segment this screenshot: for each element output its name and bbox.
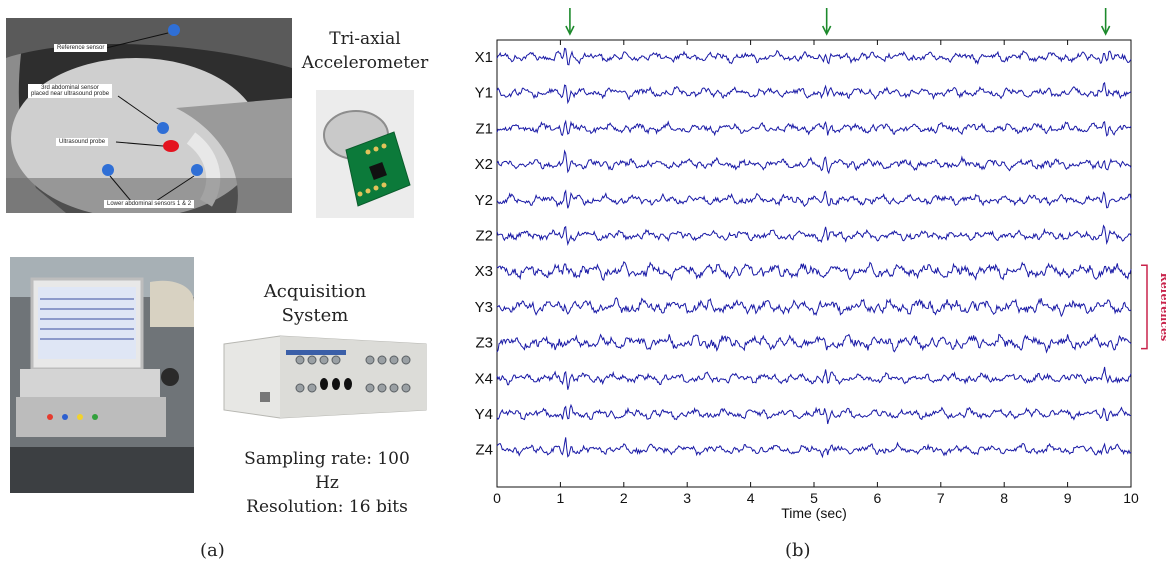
acquisition-device-photo: [220, 334, 430, 420]
series-label-x4: X4: [475, 370, 493, 387]
references-label: References: [1158, 273, 1166, 342]
x-tick-label: 5: [810, 490, 818, 506]
third-sensor-callout-line2: placed near ultrasound probe: [31, 91, 110, 97]
ultrasound-probe-callout: Ultrasound probe: [56, 138, 109, 146]
series-label-x3: X3: [475, 263, 493, 280]
acquisition-heading-line1: Acquisition: [263, 281, 367, 302]
x-tick-label: 3: [683, 490, 691, 506]
x-tick-label: 7: [937, 490, 945, 506]
trace-y4: [496, 403, 1132, 425]
accelerometer-board-illustration: [316, 90, 414, 218]
accelerometer-traces-chart: X1 Y1 Z1 X2 Y2 Z2 X3 Y3 Z3 X4 Y4 Z4 0 1 2 3 4 5 6 7 8 9 10 Ti…: [475, 8, 1166, 521]
series-label-z1: Z1: [475, 120, 493, 137]
trace-z1: [496, 119, 1132, 137]
lower-sensor-1-dot: [102, 164, 114, 176]
accelerometer-heading: Tri-axial Accelerometer: [300, 27, 430, 75]
third-sensor-callout-line1: 3rd abdominal sensor: [41, 85, 99, 91]
trace-z2: [496, 224, 1132, 246]
event-arrow-head: [821, 25, 832, 36]
acquisition-heading: Acquisition System: [245, 280, 385, 328]
series-label-y1: Y1: [475, 85, 493, 102]
trace-z4: [496, 437, 1132, 459]
series-label-y4: Y4: [475, 406, 493, 423]
trace-group: [496, 47, 1132, 459]
trace-x4: [496, 366, 1132, 390]
third-sensor-dot: [157, 122, 169, 134]
panel-a-caption: (a): [200, 540, 225, 561]
panel-b-caption: (b): [785, 540, 811, 561]
laptop-setup-illustration: [10, 257, 194, 493]
trace-x2: [496, 149, 1132, 175]
third-sensor-callout: 3rd abdominal sensor placed near ultraso…: [28, 84, 113, 98]
trace-y2: [496, 189, 1132, 209]
series-label-x2: X2: [475, 156, 493, 173]
x-tick-label: 2: [620, 490, 628, 506]
accelerometer-heading-line2: Accelerometer: [301, 53, 429, 73]
series-label-z2: Z2: [475, 228, 493, 245]
plot-frame: [496, 39, 1132, 488]
trace-z3: [496, 333, 1132, 354]
accelerometer-heading-line1: Tri-axial: [329, 29, 401, 49]
series-label-x1: X1: [475, 49, 493, 66]
series-label-y3: Y3: [475, 299, 493, 316]
pregnant-woman-illustration: [6, 18, 292, 213]
x-tick-label: 9: [1064, 490, 1072, 506]
acquisition-device-illustration: [223, 335, 427, 419]
x-axis-label: Time (sec): [781, 505, 847, 521]
x-tick-label: 0: [493, 490, 501, 506]
x-tick-label: 4: [747, 490, 755, 506]
trace-y3: [496, 297, 1132, 318]
bracket-line: [1141, 264, 1148, 350]
trace-x1: [496, 47, 1132, 66]
pregnant-woman-sensor-photo: Reference sensor 3rd abdominal sensor pl…: [6, 18, 292, 213]
acquisition-heading-line2: System: [281, 305, 349, 326]
ultrasound-probe-dot: [163, 140, 179, 152]
sampling-rate-text: Sampling rate: 100 Hz: [244, 449, 410, 493]
reference-sensor-dot: [168, 24, 180, 36]
series-label-z4: Z4: [475, 442, 493, 459]
event-arrow-head: [1100, 25, 1111, 36]
x-tick-label: 6: [874, 490, 882, 506]
lower-sensors-callout: Lower abdominal sensors 1 & 2: [104, 200, 195, 208]
event-markers: [565, 8, 1111, 36]
resolution-text: Resolution: 16 bits: [246, 497, 408, 517]
trace-x3: [496, 261, 1132, 282]
x-tick-label: 8: [1000, 490, 1008, 506]
acquisition-laptop-photo: [10, 257, 194, 493]
x-tick-label: 10: [1123, 490, 1139, 506]
reference-sensor-callout: Reference sensor: [54, 44, 108, 52]
series-labels: X1 Y1 Z1 X2 Y2 Z2 X3 Y3 Z3 X4 Y4 Z4: [475, 49, 493, 459]
references-bracket: References: [1141, 264, 1166, 350]
event-arrow-head: [565, 25, 575, 36]
trace-y1: [496, 81, 1132, 105]
series-label-z3: Z3: [475, 335, 493, 352]
series-label-y2: Y2: [475, 192, 493, 209]
accelerometer-photo: [316, 90, 414, 218]
x-axis-ticks: 0 1 2 3 4 5 6 7 8 9 10: [493, 40, 1139, 506]
lower-sensor-2-dot: [191, 164, 203, 176]
device-specs: Sampling rate: 100 Hz Resolution: 16 bit…: [232, 447, 422, 519]
x-tick-label: 1: [557, 490, 565, 506]
